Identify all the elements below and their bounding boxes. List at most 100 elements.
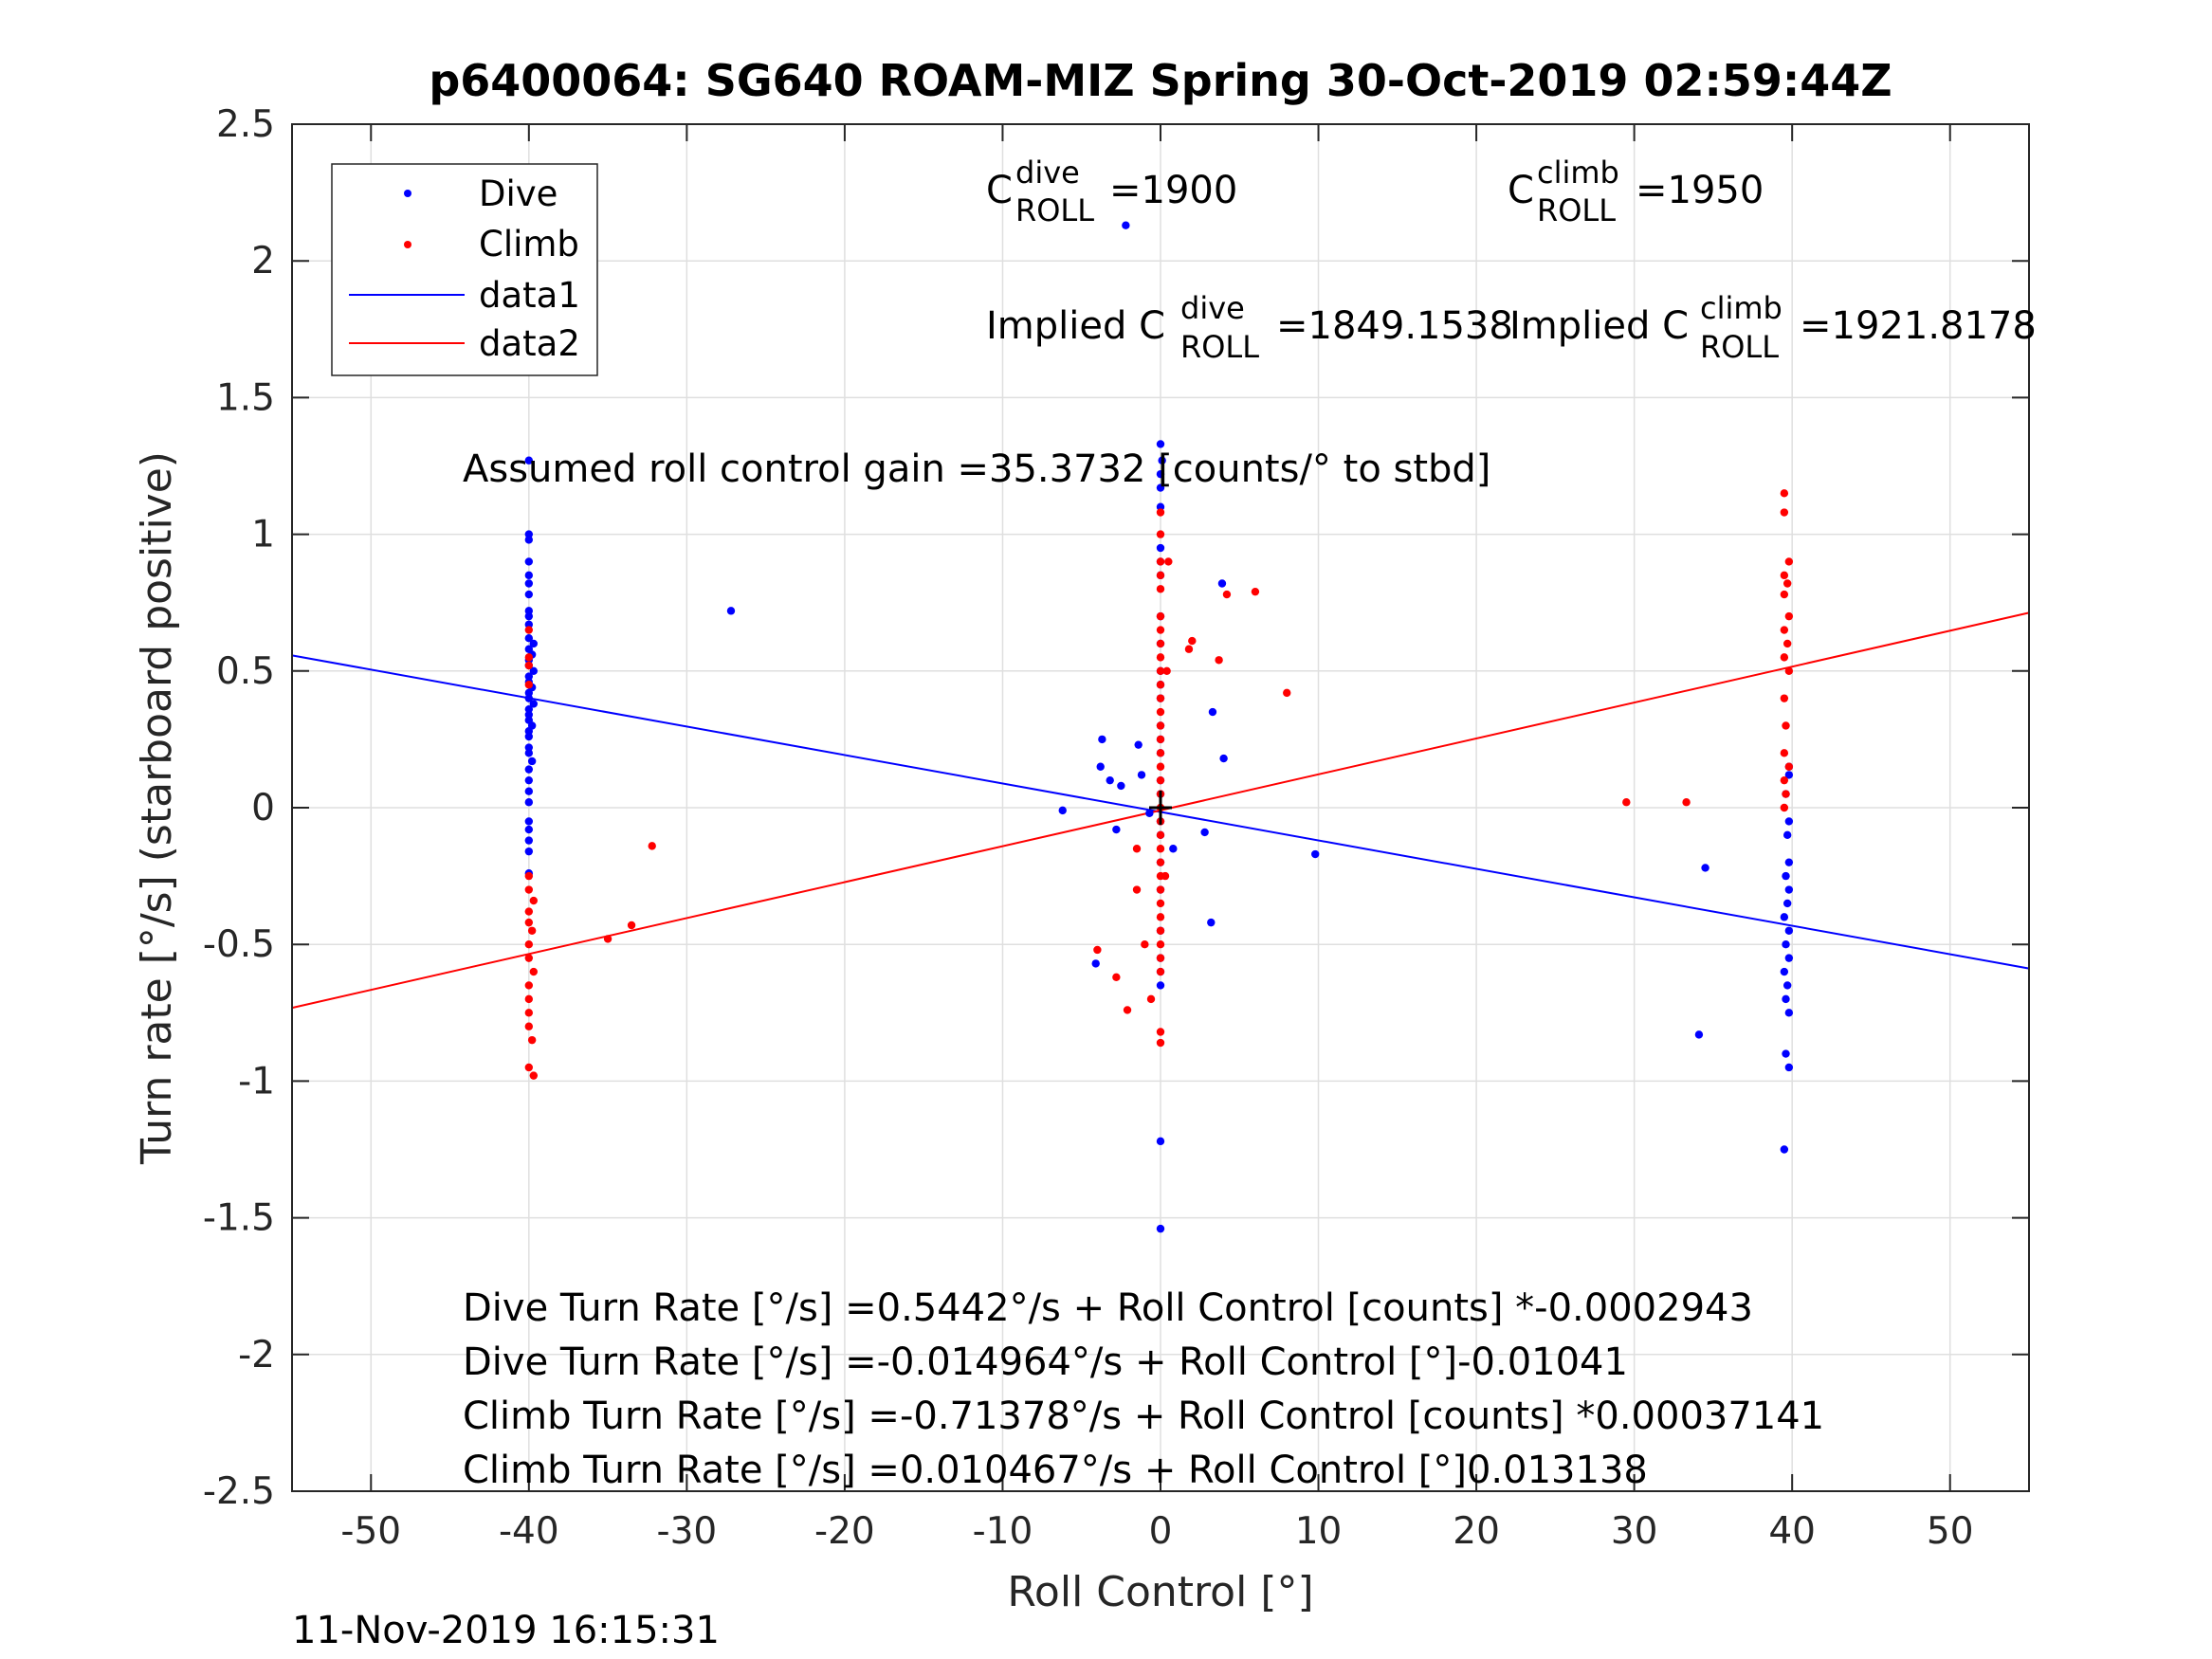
- svg-text:dive: dive: [1180, 290, 1245, 326]
- point-climb: [524, 681, 534, 689]
- point-dive: [524, 611, 534, 621]
- point-climb: [1156, 967, 1165, 976]
- point-climb: [1156, 571, 1165, 580]
- point-climb: [524, 940, 534, 949]
- point-dive: [1145, 809, 1154, 817]
- point-dive: [1784, 1063, 1794, 1072]
- svg-text:C: C: [986, 169, 1013, 212]
- plot-frame: [291, 123, 2030, 1492]
- y-tick-label: 0: [251, 787, 275, 830]
- point-dive: [524, 557, 534, 566]
- x-tick-label: -40: [499, 1510, 559, 1553]
- svg-text:ROLL: ROLL: [1537, 192, 1616, 228]
- point-dive: [524, 732, 534, 741]
- y-axis-label: Turn rate [°/s] (starboard positive): [133, 451, 181, 1165]
- point-dive: [1158, 456, 1166, 465]
- point-climb: [1162, 666, 1171, 675]
- y-tick-label: -1.5: [203, 1197, 275, 1240]
- point-dive: [524, 688, 534, 698]
- y-tick-label: -2: [238, 1334, 275, 1376]
- point-dive: [1207, 918, 1216, 927]
- point-climb: [1782, 639, 1792, 648]
- point-climb: [529, 967, 539, 976]
- tick-labels: -50 -40 -30 -20 -10 0 10 20 30 40 50-2.5-2-1.5-1-0…: [203, 103, 1974, 1553]
- svg-text:climb: climb: [1700, 290, 1782, 326]
- svg-text:=1900: =1900: [1109, 169, 1237, 212]
- legend-box: [331, 163, 598, 376]
- point-dive: [1117, 781, 1125, 791]
- point-dive: [524, 710, 534, 720]
- point-dive: [524, 579, 534, 588]
- point-dive: [1156, 981, 1165, 990]
- svg-text:climb: climb: [1537, 155, 1619, 191]
- point-climb: [529, 1071, 539, 1080]
- point-climb: [1184, 645, 1194, 653]
- x-tick-label: 20: [1453, 1510, 1500, 1553]
- equation-1: Dive Turn Rate [°/s] =0.5442°/s + Roll C…: [463, 1286, 1753, 1330]
- point-climb: [1682, 798, 1691, 807]
- annotation-implied-dive: Implied C dive ROLL =1849.1538: [986, 290, 1513, 365]
- point-climb: [524, 994, 534, 1004]
- point-dive: [529, 639, 539, 648]
- annotation-c-dive: C dive ROLL =1900: [986, 155, 1237, 228]
- point-dive: [1784, 954, 1794, 962]
- equation-3: Climb Turn Rate [°/s] =-0.71378°/s + Rol…: [463, 1395, 1824, 1438]
- point-dive: [524, 727, 534, 736]
- point-dive: [1122, 221, 1130, 229]
- point-climb: [1156, 845, 1165, 853]
- point-climb: [1782, 579, 1792, 588]
- point-climb: [1164, 557, 1173, 566]
- y-tick-label: -0.5: [203, 923, 275, 966]
- point-dive: [1784, 885, 1794, 894]
- point-dive: [524, 847, 534, 856]
- chart-title: p6400064: SG640 ROAM-MIZ Spring 30-Oct-2…: [429, 55, 1892, 106]
- point-climb: [524, 653, 534, 662]
- point-climb: [1780, 508, 1789, 517]
- data-points: [524, 221, 1794, 1233]
- point-climb: [627, 921, 636, 930]
- point-climb: [1156, 707, 1165, 717]
- point-dive: [1782, 940, 1790, 949]
- point-climb: [524, 871, 534, 881]
- point-climb: [1780, 571, 1789, 580]
- svg-text:Implied C: Implied C: [1509, 304, 1689, 348]
- point-dive: [1219, 754, 1228, 763]
- y-tick-label: 0.5: [216, 650, 275, 693]
- svg-text:ROLL: ROLL: [1015, 192, 1094, 228]
- point-dive: [524, 798, 534, 807]
- point-dive: [524, 694, 534, 702]
- point-climb: [1156, 508, 1165, 517]
- x-tick-label: -30: [657, 1510, 718, 1553]
- point-dive: [1784, 771, 1794, 779]
- point-climb: [1161, 871, 1170, 881]
- svg-text:=1921.8178: =1921.8178: [1800, 304, 2037, 348]
- point-dive: [524, 456, 534, 465]
- point-climb: [648, 842, 656, 850]
- point-climb: [1780, 626, 1789, 634]
- point-climb: [1782, 790, 1790, 798]
- point-climb: [1156, 926, 1165, 935]
- point-dive: [1156, 1137, 1165, 1146]
- equation-2: Dive Turn Rate [°/s] =-0.014964°/s + Rol…: [463, 1340, 1628, 1384]
- point-dive: [1156, 440, 1165, 448]
- point-dive: [1782, 899, 1792, 908]
- point-dive: [1782, 871, 1790, 881]
- y-tick-label: 2.5: [216, 103, 275, 146]
- point-dive: [1156, 543, 1165, 553]
- point-climb: [1215, 656, 1223, 665]
- point-climb: [524, 981, 534, 990]
- svg-text:ROLL: ROLL: [1180, 329, 1259, 365]
- point-climb: [1784, 611, 1794, 621]
- point-climb: [524, 918, 534, 927]
- point-climb: [1156, 735, 1165, 744]
- point-climb: [1780, 775, 1789, 785]
- point-dive: [1780, 913, 1789, 921]
- svg-text:Implied C: Implied C: [986, 304, 1165, 348]
- point-dive: [1782, 1049, 1790, 1058]
- point-climb: [1780, 694, 1789, 702]
- point-dive: [1091, 959, 1100, 968]
- svg-text:dive: dive: [1015, 155, 1080, 191]
- point-dive: [524, 672, 534, 681]
- point-dive: [1134, 740, 1143, 749]
- point-climb: [524, 1063, 534, 1072]
